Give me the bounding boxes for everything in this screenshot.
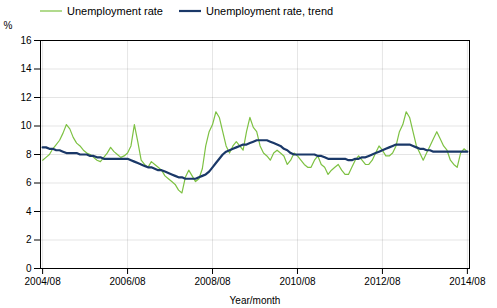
svg-text:0: 0 — [26, 263, 32, 274]
svg-text:%: % — [4, 20, 13, 31]
svg-text:14: 14 — [20, 63, 32, 74]
svg-text:2008/08: 2008/08 — [194, 276, 231, 287]
svg-text:6: 6 — [26, 177, 32, 188]
svg-text:2: 2 — [26, 234, 32, 245]
svg-text:12: 12 — [20, 92, 32, 103]
html-text:Unemployment rate, trend: Unemployment rate, trend — [206, 5, 334, 17]
svg-text:2012/08: 2012/08 — [364, 276, 401, 287]
svg-text:4: 4 — [26, 206, 32, 217]
svg-text:2014/08: 2014/08 — [449, 276, 486, 287]
svg-text:Year/month: Year/month — [230, 295, 281, 306]
html-text:Unemployment rate: Unemployment rate — [67, 5, 163, 17]
svg-text:2006/08: 2006/08 — [109, 276, 146, 287]
svg-text:10: 10 — [20, 120, 32, 131]
svg-text:2004/08: 2004/08 — [25, 276, 62, 287]
svg-text:8: 8 — [26, 149, 32, 160]
svg-text:2010/08: 2010/08 — [279, 276, 316, 287]
svg-text:16: 16 — [20, 35, 32, 46]
